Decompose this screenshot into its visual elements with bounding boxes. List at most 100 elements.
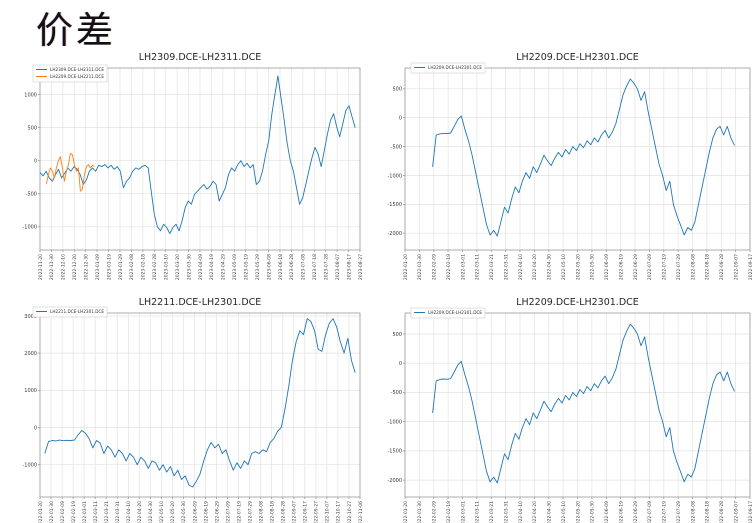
x-tick-label: 2022-07-09: [647, 254, 653, 280]
x-tick-label: 2022-08-28: [719, 254, 725, 280]
x-tick-label: 2023-05-19: [244, 254, 250, 280]
gridlines: [404, 68, 751, 250]
x-tick-label: 2022-08-18: [270, 501, 276, 523]
x-tick-label: 2022-03-31: [503, 501, 509, 523]
x-tick-label: 2022-09-17: [303, 501, 309, 523]
x-tick-label: 2023-03-30: [186, 254, 192, 280]
y-tick-label: 1000: [24, 388, 37, 394]
x-tick-label: 2022-07-09: [225, 501, 231, 523]
y-axis-ticks: 3000 2000 1000 0 -1000: [22, 314, 40, 469]
x-tick-label: 2023-05-29: [255, 254, 261, 280]
gridlines: [39, 68, 361, 250]
x-tick-label: 2022-04-30: [547, 254, 553, 280]
x-tick-label: 2022-08-18: [705, 501, 711, 523]
x-tick-label: 2022-11-30: [49, 254, 55, 280]
x-tick-label: 2022-05-10: [561, 254, 567, 280]
x-tick-label: 2022-02-19: [446, 501, 452, 523]
x-tick-label: 2022-09-07: [292, 501, 298, 523]
x-tick-label: 2022-07-29: [248, 501, 254, 523]
x-tick-label: 2022-05-10: [159, 501, 165, 523]
page-title: 价差: [36, 11, 116, 52]
x-tick-label: 2022-03-21: [104, 501, 110, 523]
x-tick-label: 2022-04-20: [137, 501, 143, 523]
x-tick-label: 2022-07-09: [647, 501, 653, 523]
x-tick-label: 2022-11-06: [358, 501, 364, 523]
x-tick-label: 2023-06-18: [278, 254, 284, 280]
y-tick-label: 0: [399, 116, 402, 122]
x-tick-label: 2022-04-30: [148, 501, 154, 523]
x-tick-label: 2022-04-10: [518, 501, 524, 523]
x-tick-label: 2023-06-08: [266, 254, 272, 280]
x-tick-label: 2022-09-27: [314, 501, 320, 523]
legend-label: LH2211.DCE-LH2301.DCE: [50, 309, 104, 314]
x-tick-label: 2023-02-08: [129, 254, 135, 280]
y-tick-label: -1000: [22, 463, 37, 469]
chart-lh2211-lh2301-spread: LH2211.DCE-LH2301.DCE 3000 2000 1000 0 -1000…: [20, 295, 365, 523]
x-tick-label: 2022-07-29: [676, 501, 682, 523]
x-tick-label: 2022-05-20: [575, 501, 581, 523]
x-tick-label: 2022-08-18: [705, 254, 711, 280]
x-tick-label: 2022-06-19: [203, 501, 209, 523]
x-tick-label: 2023-06-28: [289, 254, 295, 280]
x-tick-label: 2022-07-19: [236, 501, 242, 523]
x-tick-label: 2022-05-30: [181, 501, 187, 523]
chart-title: LH2211.DCE-LH2301.DCE: [138, 297, 262, 308]
x-tick-label: 2023-01-09: [95, 254, 101, 280]
x-tick-label: 2022-01-30: [417, 254, 423, 280]
y-tick-label: 500: [392, 87, 402, 93]
x-tick-label: 2023-04-29: [221, 254, 227, 280]
x-tick-label: 2023-01-19: [106, 254, 112, 280]
x-tick-label: 2022-08-08: [690, 501, 696, 523]
x-tick-label: 2022-04-30: [547, 501, 553, 523]
y-tick-label: 2000: [24, 351, 37, 357]
x-tick-label: 2023-08-17: [346, 254, 352, 280]
y-tick-label: -2000: [387, 478, 402, 484]
legend: LH2211.DCE-LH2301.DCE: [32, 306, 108, 318]
x-tick-label: 2023-03-10: [164, 254, 170, 280]
series-line: [44, 318, 356, 488]
x-tick-label: 2022-12-20: [72, 254, 78, 280]
y-tick-label: -1500: [387, 202, 402, 208]
x-tick-label: 2022-10-07: [325, 501, 331, 523]
legend-label: LH2209.DCE-LH2301.DCE: [428, 310, 482, 315]
x-tick-label: 2022-07-19: [662, 501, 668, 523]
x-tick-label: 2022-05-10: [561, 501, 567, 523]
series-line: [45, 152, 95, 192]
x-tick-label: 2022-03-21: [489, 254, 495, 280]
x-tick-label: 2022-04-10: [518, 254, 524, 280]
series-line: [432, 78, 735, 237]
x-tick-label: 2022-01-30: [49, 501, 55, 523]
x-tick-label: 2022-04-20: [532, 254, 538, 280]
x-tick-label: 2023-02-18: [141, 254, 147, 280]
y-tick-label: 0: [34, 425, 37, 431]
legend: LH2309.DCE-LH2311.DCE LH2209.DCE-LH2211.D…: [32, 64, 108, 83]
x-tick-label: 2022-10-27: [347, 501, 353, 523]
x-tick-label: 2022-06-09: [604, 501, 610, 523]
y-tick-label: -1000: [387, 173, 402, 179]
x-tick-label: 2022-04-10: [126, 501, 132, 523]
y-tick-label: 500: [27, 125, 37, 131]
x-tick-label: 2023-05-09: [232, 254, 238, 280]
x-tick-label: 2022-02-19: [446, 254, 452, 280]
y-tick-label: -2000: [387, 231, 402, 237]
series-line: [432, 323, 735, 484]
gridlines: [39, 313, 361, 497]
x-tick-label: 2022-04-20: [532, 501, 538, 523]
x-tick-label: 2023-03-20: [175, 254, 181, 280]
x-tick-label: 2022-08-28: [281, 501, 287, 523]
x-tick-label: 2022-03-31: [503, 254, 509, 280]
chart-lh2209-lh2301-spread: LH2209.DCE-LH2301.DCE 500 0 -500 -1000 -1500…: [385, 50, 755, 290]
x-tick-label: 2022-06-19: [618, 254, 624, 280]
x-tick-label: 2022-03-31: [115, 501, 121, 523]
x-tick-label: 2022-01-20: [403, 254, 409, 280]
legend-label: LH2309.DCE-LH2311.DCE: [50, 67, 104, 72]
x-tick-label: 2022-06-09: [604, 254, 610, 280]
x-tick-label: 2022-02-09: [432, 254, 438, 280]
x-tick-label: 2022-12-10: [61, 254, 67, 280]
x-tick-label: 2023-07-18: [312, 254, 318, 280]
y-tick-label: -500: [26, 192, 37, 198]
y-tick-label: -1000: [387, 419, 402, 425]
